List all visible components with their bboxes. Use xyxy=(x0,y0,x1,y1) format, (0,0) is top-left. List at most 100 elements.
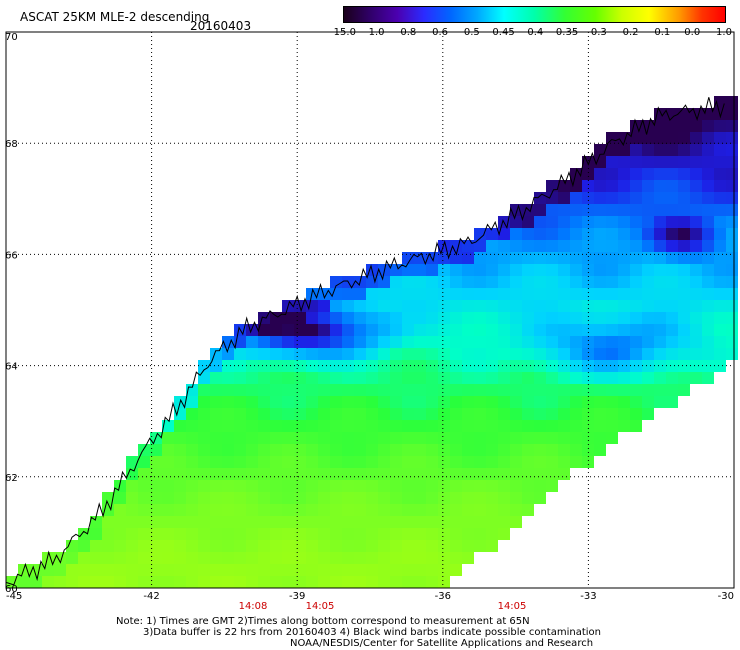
wind-cell xyxy=(546,396,558,408)
wind-cell xyxy=(558,264,570,276)
wind-cell xyxy=(270,540,282,552)
wind-cell xyxy=(138,492,150,504)
wind-cell xyxy=(498,444,510,456)
wind-cell xyxy=(402,480,414,492)
wind-cell xyxy=(270,384,282,396)
wind-cell xyxy=(678,180,690,192)
wind-cell xyxy=(354,336,366,348)
wind-cell xyxy=(282,408,294,420)
wind-cell xyxy=(606,264,618,276)
wind-cell xyxy=(342,300,354,312)
wind-cell xyxy=(390,540,402,552)
wind-cell xyxy=(582,432,594,444)
wind-cell xyxy=(714,216,726,228)
wind-cell xyxy=(522,384,534,396)
wind-cell xyxy=(678,192,690,204)
wind-cell xyxy=(498,528,510,540)
wind-cell xyxy=(498,408,510,420)
wind-cell xyxy=(174,444,186,456)
wind-cell xyxy=(402,576,414,588)
wind-cell xyxy=(426,360,438,372)
wind-cell xyxy=(726,312,738,324)
wind-cell xyxy=(342,552,354,564)
wind-cell xyxy=(474,432,486,444)
wind-cell xyxy=(618,228,630,240)
wind-cell xyxy=(222,504,234,516)
wind-cell xyxy=(498,432,510,444)
wind-cell xyxy=(330,456,342,468)
wind-cell xyxy=(342,348,354,360)
wind-cell xyxy=(198,516,210,528)
wind-cell xyxy=(342,408,354,420)
wind-cell xyxy=(702,360,714,372)
wind-cell xyxy=(462,396,474,408)
wind-cell xyxy=(426,576,438,588)
wind-cell xyxy=(426,480,438,492)
wind-cell xyxy=(330,432,342,444)
wind-cell xyxy=(606,288,618,300)
wind-cell xyxy=(150,540,162,552)
wind-cell xyxy=(510,444,522,456)
wind-cell xyxy=(246,552,258,564)
wind-cell xyxy=(546,384,558,396)
wind-cell xyxy=(678,120,690,132)
wind-cell xyxy=(222,456,234,468)
wind-cell xyxy=(270,408,282,420)
wind-cell xyxy=(438,564,450,576)
wind-cell xyxy=(726,264,738,276)
wind-cell xyxy=(198,408,210,420)
wind-cell xyxy=(618,216,630,228)
wind-cell xyxy=(570,408,582,420)
wind-cell xyxy=(594,144,606,156)
wind-cell xyxy=(726,192,738,204)
wind-cell xyxy=(66,552,78,564)
wind-cell xyxy=(318,492,330,504)
wind-cell xyxy=(318,564,330,576)
wind-cell xyxy=(258,576,270,588)
wind-cell xyxy=(642,216,654,228)
wind-cell xyxy=(522,252,534,264)
wind-cell xyxy=(534,360,546,372)
wind-cell xyxy=(318,576,330,588)
wind-cell xyxy=(102,552,114,564)
wind-cell xyxy=(354,288,366,300)
wind-cell xyxy=(642,360,654,372)
wind-cell xyxy=(510,372,522,384)
wind-cell xyxy=(138,456,150,468)
wind-cell xyxy=(546,252,558,264)
wind-cell xyxy=(558,456,570,468)
wind-cell xyxy=(294,360,306,372)
wind-cell xyxy=(342,372,354,384)
wind-cell xyxy=(366,528,378,540)
wind-cell xyxy=(714,120,726,132)
wind-cell xyxy=(426,492,438,504)
wind-cell xyxy=(726,96,738,108)
wind-cell xyxy=(546,324,558,336)
wind-cell xyxy=(558,360,570,372)
wind-cell xyxy=(462,540,474,552)
wind-cell xyxy=(666,192,678,204)
wind-cell xyxy=(462,420,474,432)
wind-cell xyxy=(498,228,510,240)
wind-cell xyxy=(630,264,642,276)
wind-cell xyxy=(426,264,438,276)
wind-cell xyxy=(570,300,582,312)
wind-cell xyxy=(642,372,654,384)
wind-cell xyxy=(570,312,582,324)
wind-cell xyxy=(630,420,642,432)
note-line-1: Note: 1) Times are GMT 2)Times along bot… xyxy=(116,616,530,627)
wind-cell xyxy=(270,396,282,408)
wind-cell xyxy=(690,348,702,360)
wind-cell xyxy=(402,276,414,288)
wind-cell xyxy=(522,492,534,504)
wind-cell xyxy=(402,324,414,336)
wind-cell xyxy=(702,216,714,228)
wind-cell xyxy=(534,480,546,492)
wind-cell xyxy=(606,312,618,324)
wind-cell xyxy=(594,240,606,252)
wind-cell xyxy=(510,336,522,348)
wind-cell xyxy=(438,312,450,324)
wind-cell xyxy=(378,372,390,384)
wind-cell xyxy=(642,132,654,144)
wind-cell xyxy=(222,384,234,396)
